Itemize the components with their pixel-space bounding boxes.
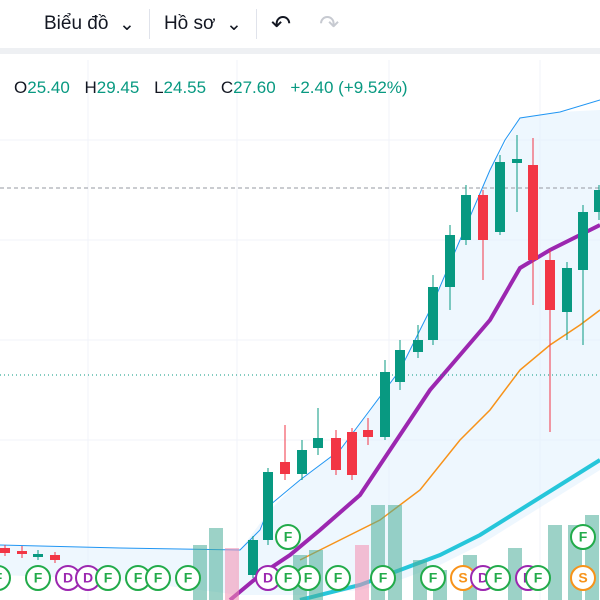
candle-body (594, 190, 600, 212)
band-fill (0, 110, 600, 595)
candle-body (461, 195, 471, 240)
profile-menu-label: Hồ sơ (163, 13, 216, 34)
candle-body (347, 432, 357, 475)
event-marker-label: F (34, 570, 43, 586)
candle-body (297, 450, 307, 474)
profile-menu[interactable]: Hồ sơ ⌄ (150, 13, 256, 36)
event-marker (420, 565, 446, 591)
candle-body (545, 260, 555, 310)
undo-button[interactable]: ↶ (270, 10, 292, 38)
event-marker (145, 565, 171, 591)
volume-bar (209, 528, 223, 600)
event-marker (175, 565, 201, 591)
event-marker-label: F (134, 570, 143, 586)
event-marker-label: F (104, 570, 113, 586)
event-marker-label: F (284, 529, 293, 545)
event-marker-label: S (578, 570, 587, 586)
candle-body (380, 372, 390, 437)
candle-body (495, 162, 505, 232)
separator (255, 9, 257, 39)
separator (148, 9, 150, 39)
event-marker-label: F (284, 570, 293, 586)
low-value: 24.55 (163, 78, 207, 97)
event-markers: FFDDFFFFDFFFFFFSDFDFFS (0, 524, 596, 591)
open-label: O (14, 78, 28, 97)
candle-body (363, 430, 373, 437)
redo-button[interactable]: ↷ (319, 10, 340, 38)
ma-orange (299, 309, 600, 561)
event-marker (275, 524, 301, 550)
candle-body (313, 438, 323, 448)
event-marker (525, 565, 551, 591)
event-marker-label: D (478, 570, 488, 586)
candle-body (331, 438, 341, 470)
candles (0, 135, 600, 578)
open-value: 25.40 (27, 78, 70, 97)
candle-body (50, 555, 60, 560)
chart-menu[interactable]: Biểu đồ ⌄ (0, 13, 149, 36)
candle-body (445, 235, 455, 287)
volume-bar (548, 525, 562, 600)
event-marker-label: D (63, 570, 73, 586)
event-marker-label: F (154, 570, 163, 586)
event-marker-label: F (184, 570, 193, 586)
candle-body (528, 165, 538, 260)
candle-body (413, 340, 423, 352)
candle-body (17, 551, 27, 554)
chart-menu-label: Biểu đồ (44, 13, 109, 34)
candle-body (263, 472, 273, 540)
change-value: +2.40 (+9.52%) (290, 78, 408, 97)
chevron: ⌄ (119, 13, 135, 35)
close-value: 27.60 (233, 78, 276, 97)
toolbar: Biểu đồ ⌄ Hồ sơ ⌄ ↶ ↷ (0, 0, 600, 54)
event-marker-label: D (263, 570, 273, 586)
event-marker (325, 565, 351, 591)
event-marker-label: F (579, 529, 588, 545)
candle-body (512, 159, 522, 163)
event-marker-label: F (334, 570, 343, 586)
event-marker-label: F (534, 570, 543, 586)
high-value: 29.45 (96, 78, 140, 97)
high-label: H (84, 78, 97, 97)
event-marker (25, 565, 51, 591)
candle-body (562, 268, 572, 312)
event-marker-label: F (0, 570, 3, 586)
event-marker (570, 524, 596, 550)
event-marker (275, 565, 301, 591)
event-marker-label: F (494, 570, 503, 586)
event-marker (485, 565, 511, 591)
volume-bar (355, 545, 369, 600)
event-marker-label: F (379, 570, 388, 586)
candle-body (0, 548, 10, 553)
event-marker (370, 565, 396, 591)
event-marker-label: S (458, 570, 467, 586)
volume-bar (508, 548, 522, 600)
volume-bar (225, 548, 239, 600)
candle-body (428, 287, 438, 340)
candle-body (395, 350, 405, 382)
ohlc-legend: O25.40 H29.45 L24.55 C27.60 +2.40 (+9.52… (14, 78, 418, 98)
event-marker (570, 565, 596, 591)
event-marker (95, 565, 121, 591)
close-label: C (220, 78, 234, 97)
event-marker-label: F (304, 570, 313, 586)
candle-body (33, 554, 43, 557)
candle-body (578, 212, 588, 270)
event-marker-label: F (429, 570, 438, 586)
candle-body (248, 540, 258, 575)
chevron: ⌄ (226, 13, 242, 35)
event-marker (0, 565, 11, 591)
candle-body (280, 462, 290, 474)
low-label: L (154, 78, 164, 97)
candle-body (478, 195, 488, 240)
event-marker-label: D (83, 570, 93, 586)
